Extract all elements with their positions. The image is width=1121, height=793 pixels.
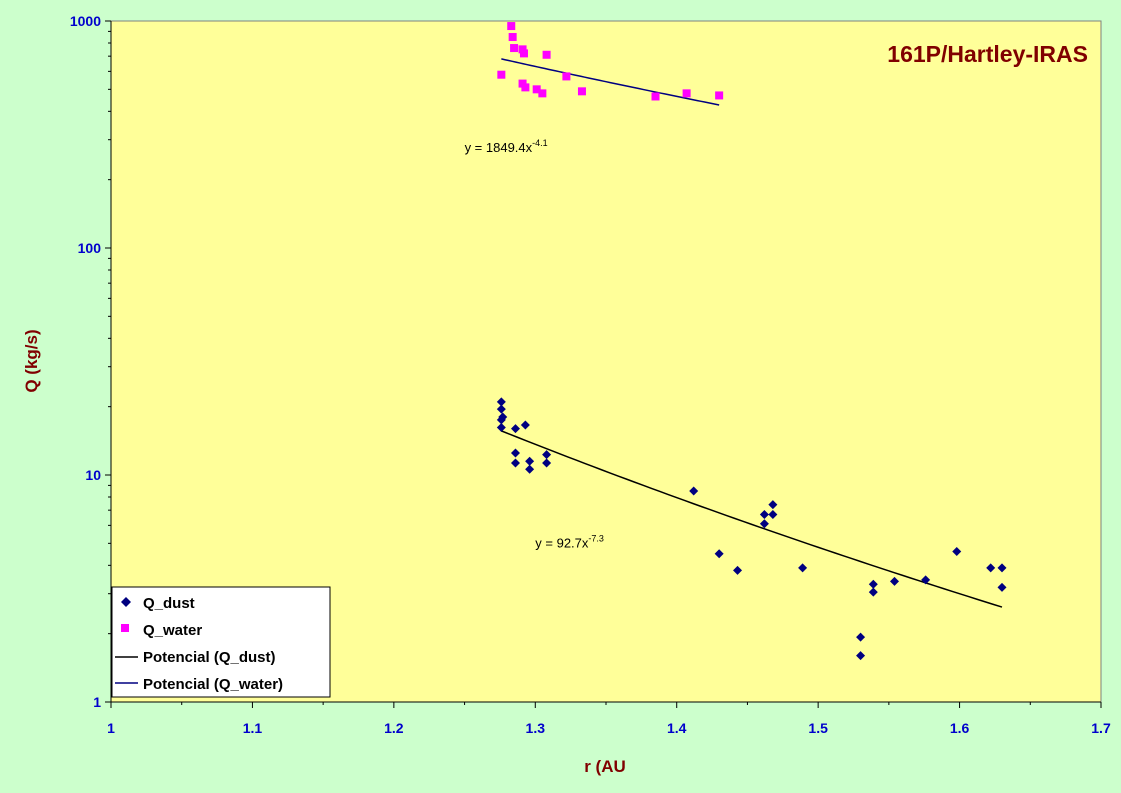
point-q-water — [521, 83, 530, 92]
point-q-dust — [689, 486, 699, 496]
legend-label-q-water: Q_water — [143, 622, 202, 639]
x-tick-label: 1 — [107, 720, 115, 736]
point-q-dust — [496, 415, 506, 425]
point-q-dust — [856, 632, 866, 642]
point-q-dust — [768, 509, 778, 519]
point-q-dust — [856, 651, 866, 661]
x-tick-label: 1.3 — [526, 720, 546, 736]
point-q-dust — [520, 420, 530, 430]
point-q-dust — [952, 547, 962, 557]
point-q-dust — [496, 422, 506, 432]
x-tick-label: 1.6 — [950, 720, 970, 736]
legend-box — [111, 586, 331, 698]
data-points — [496, 22, 1007, 661]
trendline-dust — [501, 430, 1003, 608]
legend-label-potencial-water: Potencial (Q_water) — [143, 676, 283, 693]
trendlines — [501, 58, 1003, 608]
point-q-dust — [542, 450, 552, 460]
point-q-dust — [759, 519, 769, 529]
point-q-water — [510, 44, 519, 53]
point-q-dust — [496, 404, 506, 414]
point-q-dust — [496, 397, 506, 407]
point-q-water — [562, 72, 571, 81]
trendline-water — [501, 58, 720, 106]
point-q-water — [497, 70, 506, 79]
x-tick-label: 1.7 — [1091, 720, 1111, 736]
point-q-dust — [798, 563, 808, 573]
point-q-dust — [510, 458, 520, 468]
point-q-dust — [525, 456, 535, 466]
point-q-water — [519, 49, 528, 58]
point-q-dust — [510, 424, 520, 434]
legend-label-potencial-dust: Potencial (Q_dust) — [143, 649, 276, 666]
x-tick-label: 1.1 — [243, 720, 263, 736]
y-tick-label: 1000 — [70, 13, 101, 29]
axes — [105, 20, 1102, 708]
point-q-dust — [997, 582, 1007, 592]
point-q-dust — [868, 587, 878, 597]
legend-marker-q-dust — [121, 597, 131, 607]
point-q-dust — [890, 576, 900, 586]
x-tick-label: 1.2 — [384, 720, 404, 736]
x-axis-title: r (AU — [584, 757, 626, 776]
y-axis-title: Q (kg/s) — [22, 329, 41, 392]
point-q-dust — [986, 563, 996, 573]
point-q-water — [518, 45, 527, 54]
point-q-water — [715, 91, 724, 100]
point-q-dust — [510, 448, 520, 458]
point-q-dust — [997, 563, 1007, 573]
point-q-water — [682, 89, 691, 98]
point-q-water — [542, 50, 551, 59]
point-q-dust — [759, 509, 769, 519]
point-q-dust — [868, 579, 878, 589]
tick-labels: 1 10 100 1000 1 1.1 1.2 1.3 1.4 1.5 1.6 1.7 — [70, 13, 1111, 736]
legend: Q_dust Q_water Potencial (Q_dust) Potenc… — [111, 586, 331, 698]
x-tick-label: 1.5 — [808, 720, 828, 736]
point-q-water — [577, 87, 586, 96]
point-q-dust — [733, 565, 743, 575]
point-q-dust — [542, 458, 552, 468]
legend-label-q-dust: Q_dust — [143, 595, 195, 612]
chart-title: 161P/Hartley-IRAS — [887, 41, 1088, 67]
trend-equations: y = 92.7x-7.3 y = 1849.4x-4.1 — [465, 138, 604, 550]
y-tick-label: 1 — [93, 694, 101, 710]
legend-marker-q-water — [121, 624, 129, 632]
x-tick-label: 1.4 — [667, 720, 687, 736]
point-q-dust — [921, 575, 931, 585]
point-q-dust — [525, 464, 535, 474]
trend-equation-dust: y = 92.7x-7.3 — [535, 533, 604, 550]
y-tick-label: 100 — [78, 240, 102, 256]
point-q-dust — [768, 500, 778, 510]
y-tick-label: 10 — [85, 467, 101, 483]
point-q-water — [508, 33, 517, 42]
point-q-water — [538, 89, 547, 98]
point-q-dust — [714, 549, 724, 559]
point-q-water — [532, 85, 541, 94]
point-q-water — [651, 92, 660, 101]
point-q-water — [507, 22, 516, 31]
trend-equation-water: y = 1849.4x-4.1 — [465, 138, 548, 155]
